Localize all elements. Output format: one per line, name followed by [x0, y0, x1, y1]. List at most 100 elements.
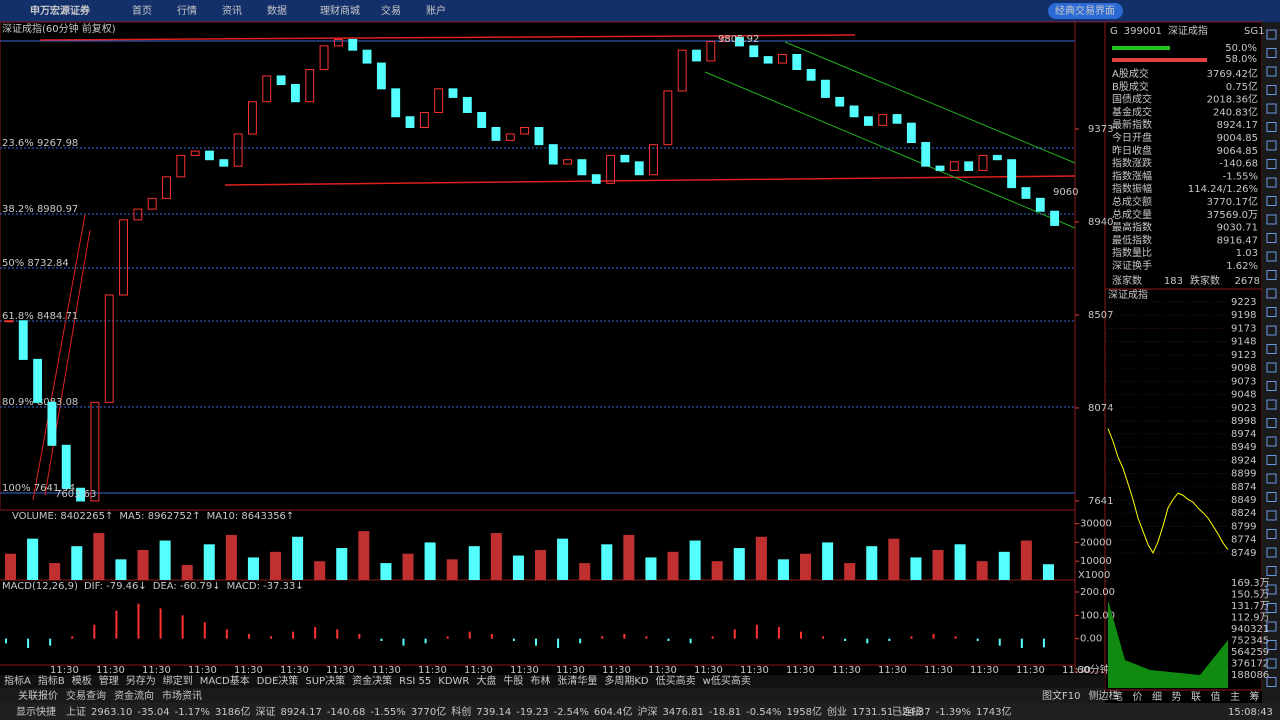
tool-icon[interactable]	[1266, 547, 1277, 558]
intraday-tab[interactable]: 联	[1191, 691, 1201, 703]
sub-tab[interactable]: 关联报价	[18, 689, 58, 702]
tool-icon[interactable]	[1266, 159, 1277, 169]
indicator-tab[interactable]: RSI 55	[399, 676, 431, 687]
row-value: -1.55%	[1223, 171, 1258, 182]
intraday-tab[interactable]: 值	[1211, 690, 1221, 703]
indicator-tab[interactable]: 指标A	[4, 674, 31, 687]
tool-icon[interactable]	[1266, 233, 1277, 243]
intraday-tab[interactable]: 主	[1230, 691, 1240, 703]
classic-button-bg[interactable]	[1048, 3, 1123, 19]
index-field: 深证	[255, 706, 275, 718]
indicator-tab[interactable]: 多周期KD	[604, 674, 649, 687]
tool-icon[interactable]	[1266, 103, 1277, 114]
indicator-tab[interactable]: w低买高卖	[703, 674, 751, 687]
intraday-tab[interactable]: 势	[1172, 690, 1182, 703]
intraday-tab[interactable]: 细	[1152, 690, 1162, 703]
tool-icon[interactable]	[1266, 418, 1277, 428]
macd-bar	[711, 636, 714, 639]
macd-bar	[380, 638, 383, 641]
sub-tab[interactable]: 市场资讯	[162, 689, 202, 702]
nav-item[interactable]: 首页	[132, 4, 152, 17]
tool-icon[interactable]	[1266, 288, 1277, 299]
nav-item[interactable]: 理财商城	[320, 4, 360, 17]
indicator-tab[interactable]: 大盘	[476, 674, 496, 687]
nav-item[interactable]: 交易	[381, 4, 401, 17]
tool-icon[interactable]	[1266, 325, 1277, 336]
volume-bar	[888, 538, 900, 580]
tool-icon[interactable]	[1266, 214, 1277, 225]
candle	[634, 161, 644, 176]
tool-icon[interactable]	[1266, 362, 1277, 373]
side-link[interactable]: 图文F10	[1042, 689, 1080, 702]
tool-icon[interactable]	[1266, 510, 1277, 521]
tool-icon[interactable]	[1266, 436, 1277, 447]
tool-icon[interactable]	[1266, 307, 1277, 317]
quick-label[interactable]: 显示快捷	[16, 705, 56, 718]
tool-icon[interactable]	[1266, 473, 1277, 484]
nav-item[interactable]: 资讯	[222, 5, 242, 17]
tool-icon[interactable]	[1266, 85, 1277, 95]
candle	[763, 56, 773, 64]
indicator-tab[interactable]: 资金决策	[352, 674, 392, 687]
indicator-tab[interactable]: 绑定到	[163, 674, 193, 687]
candle	[477, 111, 487, 128]
nav-item[interactable]: 数据	[267, 4, 287, 17]
macd-bar	[292, 631, 295, 639]
candle	[119, 219, 128, 296]
tool-icon[interactable]	[1266, 381, 1277, 391]
tool-icon[interactable]	[1266, 529, 1277, 539]
indicator-tab[interactable]: DDE决策	[257, 674, 299, 687]
index-field: -19.23	[516, 707, 548, 718]
sub-tab[interactable]: 资金流向	[114, 689, 154, 702]
nav-item[interactable]: 账户	[426, 4, 446, 17]
tool-icon[interactable]	[1266, 677, 1277, 687]
tool-icon[interactable]	[1266, 270, 1277, 280]
intraday-tab[interactable]: 筹	[1250, 690, 1260, 703]
tool-icon[interactable]	[1266, 399, 1277, 410]
tool-icon[interactable]	[1266, 640, 1277, 650]
time-label: 11:30	[50, 665, 79, 676]
indicator-tab[interactable]: KDWR	[438, 676, 469, 687]
index-field: -35.04	[137, 707, 169, 718]
tool-icon[interactable]	[1266, 566, 1277, 576]
tool-icon[interactable]	[1266, 196, 1277, 206]
classic-button[interactable]: 经典交易界面	[1055, 4, 1115, 17]
indicator-tab[interactable]: 指标B	[38, 674, 65, 687]
intraday-tab[interactable]: 价	[1133, 691, 1143, 703]
main-panel	[0, 21, 1076, 511]
tool-icon[interactable]	[1266, 455, 1277, 465]
tool-icon[interactable]	[1266, 344, 1277, 354]
tool-icon[interactable]	[1266, 29, 1277, 40]
tool-icon[interactable]	[1266, 122, 1277, 132]
tool-icon[interactable]	[1266, 621, 1277, 632]
tool-icon[interactable]	[1266, 603, 1277, 613]
tool-icon[interactable]	[1266, 177, 1277, 188]
row-value: 114.24/1.26%	[1188, 184, 1258, 195]
indicator-tab[interactable]: MACD基本	[200, 674, 250, 687]
indicator-tab[interactable]: 牛股	[503, 674, 523, 687]
side-link[interactable]: 侧边栏	[1088, 689, 1118, 702]
tool-icon[interactable]	[1266, 584, 1277, 595]
fib-label: 100% 7641.44	[2, 483, 75, 494]
indicator-tab[interactable]: 管理	[99, 674, 119, 687]
indicator-tab[interactable]: 张清华量	[557, 674, 597, 687]
candle	[162, 176, 171, 199]
tool-icon[interactable]	[1266, 140, 1277, 151]
macd-bar	[976, 638, 979, 641]
time-label: 11:30	[1016, 665, 1045, 676]
indicator-tab[interactable]: SUP决策	[305, 674, 345, 687]
indicator-tab[interactable]: 另存为	[126, 674, 156, 687]
volume-bar	[93, 533, 105, 580]
tool-icon[interactable]	[1266, 492, 1277, 502]
indicator-tab[interactable]: 低买高卖	[656, 674, 696, 687]
tool-icon[interactable]	[1266, 251, 1277, 262]
sub-tab[interactable]: 交易查询	[66, 689, 106, 702]
intraday-tab[interactable]: 笔	[1113, 690, 1123, 703]
tool-icon[interactable]	[1266, 48, 1277, 58]
trend-line	[39, 34, 856, 41]
nav-item[interactable]: 行情	[177, 4, 197, 17]
tool-icon[interactable]	[1266, 66, 1277, 77]
indicator-tab[interactable]: 布林	[530, 674, 550, 687]
indicator-tab[interactable]: 模板	[72, 674, 92, 687]
tool-icon[interactable]	[1266, 658, 1277, 669]
